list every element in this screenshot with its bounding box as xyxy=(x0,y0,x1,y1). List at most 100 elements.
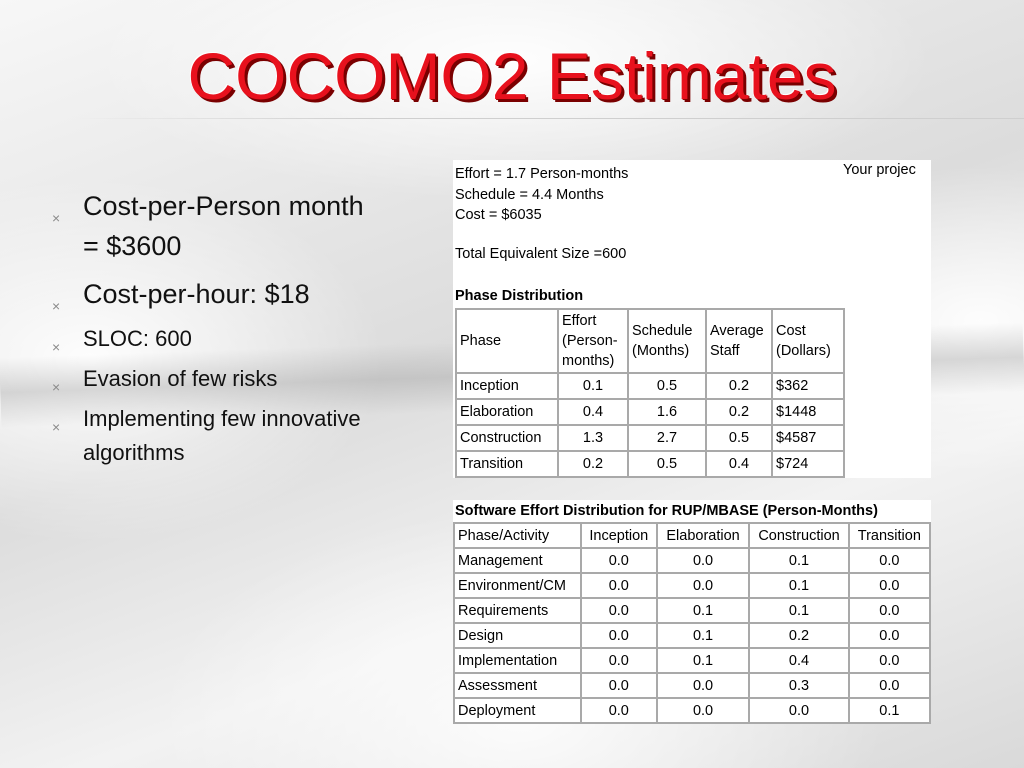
value-cell: 0.0 xyxy=(847,572,932,599)
value-cell: 0.2 xyxy=(748,622,850,649)
phase-name-cell: Elaboration xyxy=(455,398,559,426)
value-cell: 1.6 xyxy=(627,398,707,426)
bullet-text: Evasion of few risks xyxy=(83,366,278,391)
value-cell: 0.1 xyxy=(748,547,850,574)
phase-name-cell: Inception xyxy=(455,372,559,400)
table-header-row: Phase/Activity Inception Elaboration Constr… xyxy=(453,522,932,549)
cocomo-output-screenshot: Effort = 1.7 Person-months Schedule = 4.… xyxy=(453,160,931,478)
software-effort-heading: Software Effort Distribution for RUP/MBA… xyxy=(453,500,931,522)
column-header: Phase xyxy=(455,308,559,374)
value-cell: 0.0 xyxy=(579,622,658,649)
activity-name-cell: Management xyxy=(453,547,582,574)
column-header: Average Staff xyxy=(705,308,773,374)
bullet-item: × Evasion of few risks xyxy=(48,362,378,396)
bullet-item: × Cost-per-hour: $18 xyxy=(48,274,378,314)
bullet-item: × SLOC: 600 xyxy=(48,322,378,356)
activity-name-cell: Assessment xyxy=(453,672,582,699)
value-cell: 1.3 xyxy=(557,424,629,452)
value-cell: 0.1 xyxy=(655,622,751,649)
bullet-text: Implementing few innovative algorithms xyxy=(83,406,361,465)
bullet-x-icon: × xyxy=(52,379,61,395)
value-cell: 0.2 xyxy=(705,398,773,426)
table-row: Deployment 0.0 0.0 0.0 0.1 xyxy=(453,697,932,724)
value-cell: 0.0 xyxy=(579,647,658,674)
column-header: Cost (Dollars) xyxy=(771,308,845,374)
value-cell: 0.0 xyxy=(579,597,658,624)
total-size-line: Total Equivalent Size =600 xyxy=(455,246,627,262)
value-cell: 0.0 xyxy=(655,547,751,574)
value-cell: 0.3 xyxy=(748,672,850,699)
value-cell: 0.1 xyxy=(655,647,751,674)
bullet-x-icon: × xyxy=(52,419,61,435)
table-row: Design 0.0 0.1 0.2 0.0 xyxy=(453,622,932,649)
column-header: Phase/Activity xyxy=(453,522,582,549)
value-cell: 0.0 xyxy=(579,572,658,599)
value-cell: 0.0 xyxy=(847,647,932,674)
activity-name-cell: Environment/CM xyxy=(453,572,582,599)
effort-line: Effort = 1.7 Person-months xyxy=(455,166,629,182)
value-cell: 0.2 xyxy=(557,450,629,478)
table-row: Construction 1.3 2.7 0.5 $4587 xyxy=(455,424,845,452)
value-cell: 0.0 xyxy=(748,697,850,724)
value-cell: 0.4 xyxy=(705,450,773,478)
value-cell: 0.0 xyxy=(847,547,932,574)
table-row: Environment/CM 0.0 0.0 0.1 0.0 xyxy=(453,572,932,599)
bullet-text: Cost-per-hour: $18 xyxy=(83,279,310,309)
table-row: Elaboration 0.4 1.6 0.2 $1448 xyxy=(455,398,845,426)
estimate-summary: Effort = 1.7 Person-months Schedule = 4.… xyxy=(455,164,628,226)
value-cell: 0.0 xyxy=(847,672,932,699)
bullet-x-icon: × xyxy=(52,210,61,226)
bullet-text: SLOC: 600 xyxy=(83,326,192,351)
title-divider xyxy=(75,118,1024,119)
value-cell: 0.0 xyxy=(655,572,751,599)
value-cell: 0.4 xyxy=(557,398,629,426)
table-row: Implementation 0.0 0.1 0.4 0.0 xyxy=(453,647,932,674)
value-cell: 0.0 xyxy=(579,697,658,724)
activity-name-cell: Implementation xyxy=(453,647,582,674)
value-cell: 0.1 xyxy=(557,372,629,400)
column-header: Effort (Person-months) xyxy=(557,308,629,374)
value-cell: 0.1 xyxy=(655,597,751,624)
value-cell: 0.0 xyxy=(655,697,751,724)
bullet-text: Cost-per-Person month = $3600 xyxy=(83,191,364,261)
bullet-x-icon: × xyxy=(52,298,61,314)
table-row: Requirements 0.0 0.1 0.1 0.0 xyxy=(453,597,932,624)
value-cell: 0.1 xyxy=(748,572,850,599)
value-cell: $724 xyxy=(771,450,845,478)
value-cell: 0.0 xyxy=(847,597,932,624)
activity-name-cell: Requirements xyxy=(453,597,582,624)
software-effort-table: Phase/Activity Inception Elaboration Constr… xyxy=(453,522,932,724)
cost-line: Cost = $6035 xyxy=(455,207,542,223)
table-header-row: Phase Effort (Person-months) Schedule (Mon… xyxy=(455,308,845,374)
activity-name-cell: Design xyxy=(453,622,582,649)
phase-distribution-heading: Phase Distribution xyxy=(455,288,584,304)
table-row: Transition 0.2 0.5 0.4 $724 xyxy=(455,450,845,478)
value-cell: 0.1 xyxy=(847,697,932,724)
bullet-item: × Cost-per-Person month = $3600 xyxy=(48,186,378,266)
bullet-item: × Implementing few innovative algorithms xyxy=(48,402,378,470)
slide-title: COCOMO2 Estimates xyxy=(187,39,837,113)
column-header: Schedule (Months) xyxy=(627,308,707,374)
value-cell: 2.7 xyxy=(627,424,707,452)
value-cell: 0.0 xyxy=(847,622,932,649)
phase-distribution-table: Phase Effort (Person-months) Schedule (Mon… xyxy=(455,308,845,478)
table-row: Assessment 0.0 0.0 0.3 0.0 xyxy=(453,672,932,699)
value-cell: 0.5 xyxy=(627,450,707,478)
column-header: Transition xyxy=(847,522,932,549)
value-cell: 0.0 xyxy=(579,672,658,699)
table-row: Inception 0.1 0.5 0.2 $362 xyxy=(455,372,845,400)
column-header: Inception xyxy=(579,522,658,549)
value-cell: $4587 xyxy=(771,424,845,452)
value-cell: 0.5 xyxy=(627,372,707,400)
phase-name-cell: Transition xyxy=(455,450,559,478)
value-cell: 0.5 xyxy=(705,424,773,452)
column-header: Elaboration xyxy=(655,522,751,549)
activity-name-cell: Deployment xyxy=(453,697,582,724)
value-cell: 0.1 xyxy=(748,597,850,624)
column-header: Construction xyxy=(748,522,850,549)
bullet-list: × Cost-per-Person month = $3600 × Cost-per-… xyxy=(48,186,378,476)
schedule-line: Schedule = 4.4 Months xyxy=(455,186,604,203)
phase-name-cell: Construction xyxy=(455,424,559,452)
value-cell: $362 xyxy=(771,372,845,400)
value-cell: 0.0 xyxy=(579,547,658,574)
